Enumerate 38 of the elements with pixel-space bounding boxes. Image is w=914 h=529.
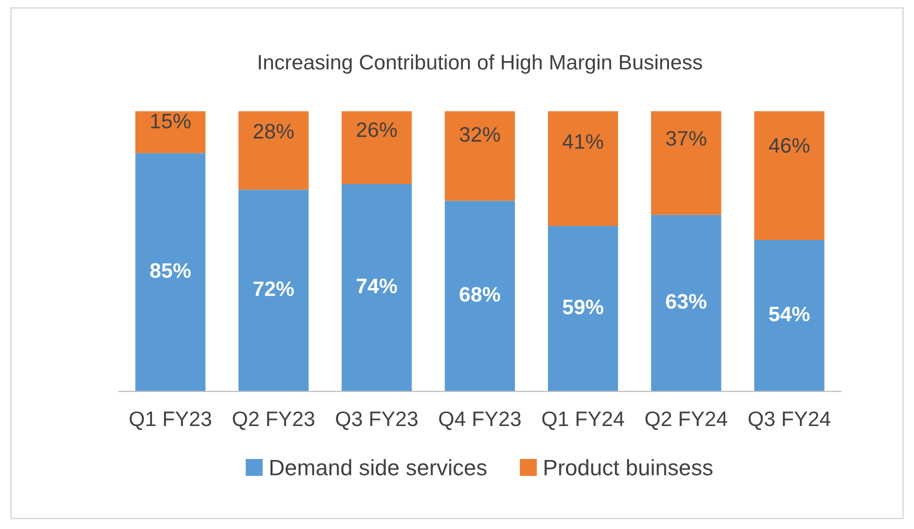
x-tick-label: Q4 FY23 [439,411,521,430]
bar [342,111,412,184]
bar [238,190,309,392]
legend-label: Demand side services [270,459,486,476]
data-label: 46% [768,138,810,153]
bar [651,111,722,215]
data-label: 15% [151,114,191,128]
data-label: 59% [562,300,604,314]
data-label: 68% [460,286,500,302]
bar [548,226,618,392]
bar [135,153,206,392]
data-label: 41% [562,134,604,149]
bar [754,240,824,392]
x-tick-label: Q1 FY24 [542,411,624,430]
data-label: 26% [356,122,397,138]
bar [135,111,206,154]
bar [238,111,309,190]
data-label: 37% [666,130,706,146]
data-label: 28% [254,124,294,139]
bar [651,214,722,392]
data-label: 74% [356,278,397,294]
x-tick-label: Q3 FY23 [336,411,418,430]
data-label: 72% [254,281,294,296]
legend-label: Product buinsess [544,459,712,476]
x-tick-label: Q1 FY23 [130,411,212,430]
bar [754,111,824,240]
bar [342,184,412,392]
data-label: 54% [769,306,810,322]
x-tick-label: Q2 FY24 [645,411,728,430]
bar [444,111,515,201]
data-label: 63% [666,294,706,309]
chart-title: Increasing Contribution of High Margin Business [258,54,702,74]
x-tick-label: Q2 FY23 [232,411,314,430]
data-label: 32% [460,127,500,142]
bar [548,111,618,226]
x-tick-label: Q3 FY24 [748,411,830,430]
data-label: 85% [150,263,191,278]
bar [444,200,515,392]
